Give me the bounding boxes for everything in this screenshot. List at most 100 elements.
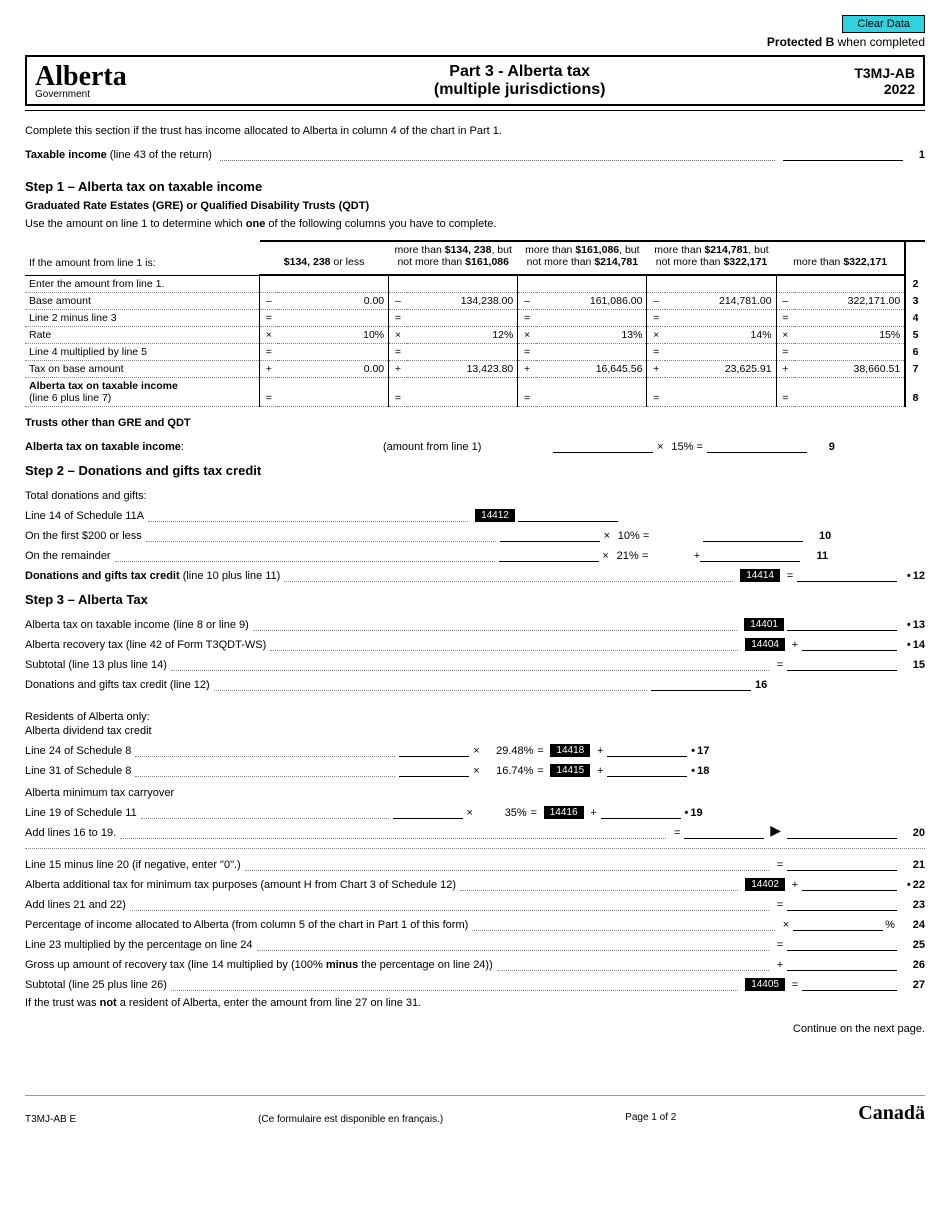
l18-input-b[interactable] — [607, 759, 687, 777]
table-val[interactable] — [278, 343, 389, 360]
l25-input[interactable] — [787, 933, 897, 951]
table-op: × — [518, 326, 536, 343]
l16-label: Donations and gifts tax credit (line 12) — [25, 679, 210, 691]
table-val[interactable] — [407, 377, 518, 406]
line-10-num: 10 — [807, 530, 831, 542]
l27-input[interactable] — [802, 973, 897, 991]
table-val[interactable] — [794, 309, 905, 326]
table-op: + — [260, 360, 278, 377]
table-op: × — [389, 326, 407, 343]
l19-input-a[interactable] — [393, 801, 463, 819]
l22-input[interactable] — [802, 873, 897, 891]
table-val[interactable] — [407, 309, 518, 326]
table-op — [518, 275, 536, 292]
l17-input-b[interactable] — [607, 739, 687, 757]
table-op: – — [518, 292, 536, 309]
table-row-label: Line 4 multiplied by line 5 — [25, 343, 260, 360]
table-val[interactable] — [407, 275, 518, 292]
l18-input-a[interactable] — [399, 759, 469, 777]
remainder-label: On the remainder — [25, 550, 111, 562]
l17-input-a[interactable] — [399, 739, 469, 757]
l23-input[interactable] — [787, 893, 897, 911]
code-14401: 14401 — [744, 618, 784, 631]
step1-heading: Step 1 – Alberta tax on taxable income — [25, 179, 925, 194]
l26-input[interactable] — [787, 953, 897, 971]
first200-input-b[interactable] — [703, 524, 803, 542]
carryover-label: Alberta minimum tax carryover — [25, 787, 925, 799]
table-val[interactable] — [665, 309, 776, 326]
l22-label: Alberta additional tax for minimum tax p… — [25, 879, 456, 891]
table-val[interactable] — [794, 377, 905, 406]
table-val: 16,645.56 — [536, 360, 647, 377]
table-op: = — [389, 343, 407, 360]
table-corner-label: If the amount from line 1 is: — [25, 241, 260, 275]
table-val[interactable] — [536, 309, 647, 326]
other-trusts-heading: Trusts other than GRE and QDT — [25, 417, 925, 429]
l14-label: Alberta recovery tax (line 42 of Form T3… — [25, 639, 266, 651]
table-row-label: Line 2 minus line 3 — [25, 309, 260, 326]
l21-input[interactable] — [787, 853, 897, 871]
table-op: = — [518, 343, 536, 360]
table-val[interactable] — [536, 343, 647, 360]
table-val[interactable] — [407, 343, 518, 360]
l26-label: Gross up amount of recovery tax (line 14… — [25, 959, 493, 971]
first200-input-a[interactable] — [500, 524, 600, 542]
form-title-line1: Part 3 - Alberta tax — [185, 63, 854, 81]
l19-label: Line 19 of Schedule 11 — [25, 807, 137, 819]
code-14415: 14415 — [550, 764, 590, 777]
l20-input-a[interactable] — [684, 821, 764, 839]
l19-pct: 35% — [477, 807, 527, 819]
table-op: = — [776, 309, 794, 326]
continue-text: Continue on the next page. — [25, 1023, 925, 1035]
donations-credit-input[interactable] — [797, 564, 897, 582]
table-op: – — [389, 292, 407, 309]
l24-input[interactable] — [793, 913, 883, 931]
sched11a-input[interactable] — [518, 504, 618, 522]
table-val[interactable] — [794, 343, 905, 360]
code-14402: 14402 — [745, 878, 785, 891]
footer-page: Page 1 of 2 — [625, 1112, 676, 1123]
code-14416: 14416 — [544, 806, 584, 819]
l17-pct: 29.48% — [483, 745, 533, 757]
taxable-income-label: Taxable income (line 43 of the return) — [25, 149, 212, 161]
l15-input[interactable] — [787, 653, 897, 671]
table-val[interactable] — [278, 275, 389, 292]
l20-input-b[interactable] — [787, 821, 897, 839]
table-val[interactable] — [665, 377, 776, 406]
table-val[interactable] — [536, 275, 647, 292]
table-val[interactable] — [278, 309, 389, 326]
table-op: = — [518, 309, 536, 326]
canada-logo: Canadä — [858, 1102, 925, 1125]
table-val: 0.00 — [278, 360, 389, 377]
line-9-input-b[interactable] — [707, 435, 807, 453]
table-val[interactable] — [536, 377, 647, 406]
table-op: = — [647, 343, 665, 360]
l25-label: Line 23 multiplied by the percentage on … — [25, 939, 253, 951]
l19-input-b[interactable] — [601, 801, 681, 819]
table-op: – — [776, 292, 794, 309]
l16-input[interactable] — [651, 673, 751, 691]
table-val[interactable] — [794, 275, 905, 292]
table-op: = — [776, 343, 794, 360]
remainder-input-a[interactable] — [499, 544, 599, 562]
line-1-input[interactable] — [783, 143, 903, 161]
arrow-icon: ▶ — [770, 822, 781, 839]
table-op: × — [776, 326, 794, 343]
l20-num: 20 — [901, 827, 925, 839]
step2-total-label: Total donations and gifts: — [25, 490, 147, 502]
l25-num: 25 — [901, 939, 925, 951]
remainder-input-b[interactable] — [700, 544, 800, 562]
table-val[interactable] — [278, 377, 389, 406]
form-header: Alberta Government Part 3 - Alberta tax … — [25, 55, 925, 106]
l13-input[interactable] — [787, 613, 897, 631]
table-val[interactable] — [665, 275, 776, 292]
table-val: 10% — [278, 326, 389, 343]
table-row-num: 8 — [905, 377, 925, 406]
table-val[interactable] — [665, 343, 776, 360]
form-title-line2: (multiple jurisdictions) — [185, 81, 854, 99]
l13-num: 13 — [901, 619, 925, 631]
clear-data-button[interactable]: Clear Data — [842, 15, 925, 33]
line-9-input-a[interactable] — [553, 435, 653, 453]
l14-input[interactable] — [802, 633, 897, 651]
step1-instr: Use the amount on line 1 to determine wh… — [25, 218, 925, 230]
